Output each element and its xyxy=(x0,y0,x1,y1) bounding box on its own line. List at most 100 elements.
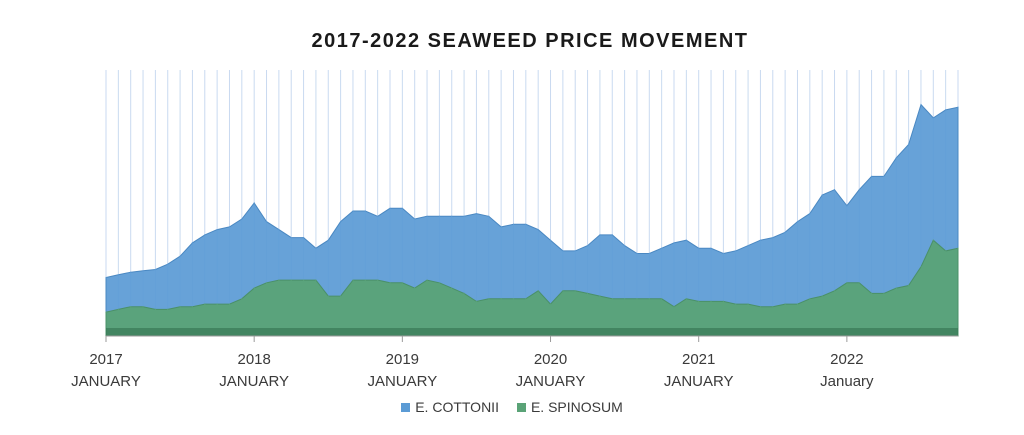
data-point-cottonii xyxy=(846,205,848,207)
data-point-spinosum xyxy=(426,279,428,281)
legend-item-spinosum: E. SPINOSUM xyxy=(516,399,623,415)
data-point-spinosum xyxy=(154,308,156,310)
data-point-cottonii xyxy=(278,229,280,231)
data-point-cottonii xyxy=(117,274,119,276)
data-point-cottonii xyxy=(130,271,132,273)
data-point-spinosum xyxy=(253,287,255,289)
data-point-spinosum xyxy=(389,282,391,284)
data-point-cottonii xyxy=(858,189,860,191)
data-point-spinosum xyxy=(364,279,366,281)
x-tick-label-year: 2018 xyxy=(237,351,270,368)
data-point-cottonii xyxy=(290,237,292,239)
data-point-cottonii xyxy=(945,109,947,111)
data-point-cottonii xyxy=(796,221,799,223)
data-point-cottonii xyxy=(142,270,144,272)
chart-title: 2017-2022 SEAWEED PRICE MOVEMENT xyxy=(311,30,749,52)
data-point-spinosum xyxy=(537,290,539,292)
data-point-cottonii xyxy=(809,213,811,215)
data-point-cottonii xyxy=(204,234,206,236)
data-point-spinosum xyxy=(599,295,601,297)
data-point-spinosum xyxy=(303,279,305,281)
data-point-spinosum xyxy=(290,279,292,281)
data-point-cottonii xyxy=(661,247,663,249)
data-point-cottonii xyxy=(191,242,193,244)
data-point-cottonii xyxy=(364,210,366,212)
x-tick-label-month: JANUARY xyxy=(367,373,437,390)
data-point-cottonii xyxy=(451,215,453,217)
data-point-cottonii xyxy=(833,189,836,191)
data-point-spinosum xyxy=(130,306,132,308)
data-point-cottonii xyxy=(389,207,391,209)
data-point-spinosum xyxy=(475,300,477,302)
data-point-spinosum xyxy=(846,282,848,284)
data-point-cottonii xyxy=(611,234,613,236)
data-point-spinosum xyxy=(735,303,737,305)
data-point-spinosum xyxy=(204,303,206,305)
data-point-cottonii xyxy=(735,250,737,252)
data-point-cottonii xyxy=(253,202,255,204)
data-point-spinosum xyxy=(661,298,663,300)
data-point-cottonii xyxy=(463,215,465,217)
data-point-cottonii xyxy=(512,223,515,225)
data-point-spinosum xyxy=(179,306,181,308)
data-point-spinosum xyxy=(920,266,922,268)
data-point-cottonii xyxy=(488,215,490,217)
data-point-spinosum xyxy=(142,306,144,308)
data-point-cottonii xyxy=(587,245,589,247)
data-point-spinosum xyxy=(759,306,762,308)
data-point-cottonii xyxy=(871,175,873,177)
data-point-spinosum xyxy=(315,279,317,281)
data-point-cottonii xyxy=(747,245,749,247)
data-point-spinosum xyxy=(512,298,515,300)
data-point-spinosum xyxy=(636,298,638,300)
x-tick-label-month: JANUARY xyxy=(516,373,586,390)
data-point-spinosum xyxy=(858,282,860,284)
data-point-spinosum xyxy=(414,287,416,289)
data-point-cottonii xyxy=(105,276,107,279)
data-point-spinosum xyxy=(167,308,169,310)
data-point-cottonii xyxy=(303,237,305,239)
legend-swatch-spinosum xyxy=(516,402,526,412)
legend-item-cottonii: E. COTTONII xyxy=(401,399,499,415)
data-point-cottonii xyxy=(377,215,379,217)
x-tick-label-month: January xyxy=(820,373,874,390)
data-point-cottonii xyxy=(414,218,416,220)
data-point-cottonii xyxy=(426,215,428,217)
x-tick-label-year: 2022 xyxy=(830,351,863,368)
data-point-spinosum xyxy=(401,282,403,284)
data-point-cottonii xyxy=(698,247,700,249)
data-point-cottonii xyxy=(216,229,218,231)
data-point-cottonii xyxy=(920,104,922,106)
data-point-spinosum xyxy=(228,303,231,305)
data-point-cottonii xyxy=(500,226,502,228)
data-point-cottonii xyxy=(759,239,762,241)
data-point-cottonii xyxy=(265,221,268,223)
data-point-cottonii xyxy=(648,252,650,255)
data-point-spinosum xyxy=(871,292,873,294)
data-point-cottonii xyxy=(673,242,675,244)
data-point-cottonii xyxy=(685,239,687,241)
data-point-cottonii xyxy=(821,194,823,196)
data-point-spinosum xyxy=(451,287,453,289)
data-point-spinosum xyxy=(673,306,675,308)
data-point-spinosum xyxy=(191,306,193,308)
data-point-cottonii xyxy=(340,221,342,223)
data-point-spinosum xyxy=(685,298,687,300)
data-point-spinosum xyxy=(241,298,243,300)
legend-label-spinosum: E. SPINOSUM xyxy=(530,399,623,415)
data-point-spinosum xyxy=(549,303,552,305)
x-tick-label-year: 2020 xyxy=(534,351,567,368)
data-point-cottonii xyxy=(438,215,440,217)
data-point-spinosum xyxy=(278,279,280,281)
data-point-spinosum xyxy=(265,282,268,284)
data-point-spinosum xyxy=(883,292,885,294)
data-point-cottonii xyxy=(401,207,403,209)
data-point-spinosum xyxy=(722,300,725,302)
data-point-cottonii xyxy=(315,247,317,249)
data-point-cottonii xyxy=(179,255,181,257)
data-point-spinosum xyxy=(377,279,379,281)
data-point-cottonii xyxy=(537,229,539,231)
x-tick-label-year: 2021 xyxy=(682,351,715,368)
data-point-spinosum xyxy=(772,306,774,308)
